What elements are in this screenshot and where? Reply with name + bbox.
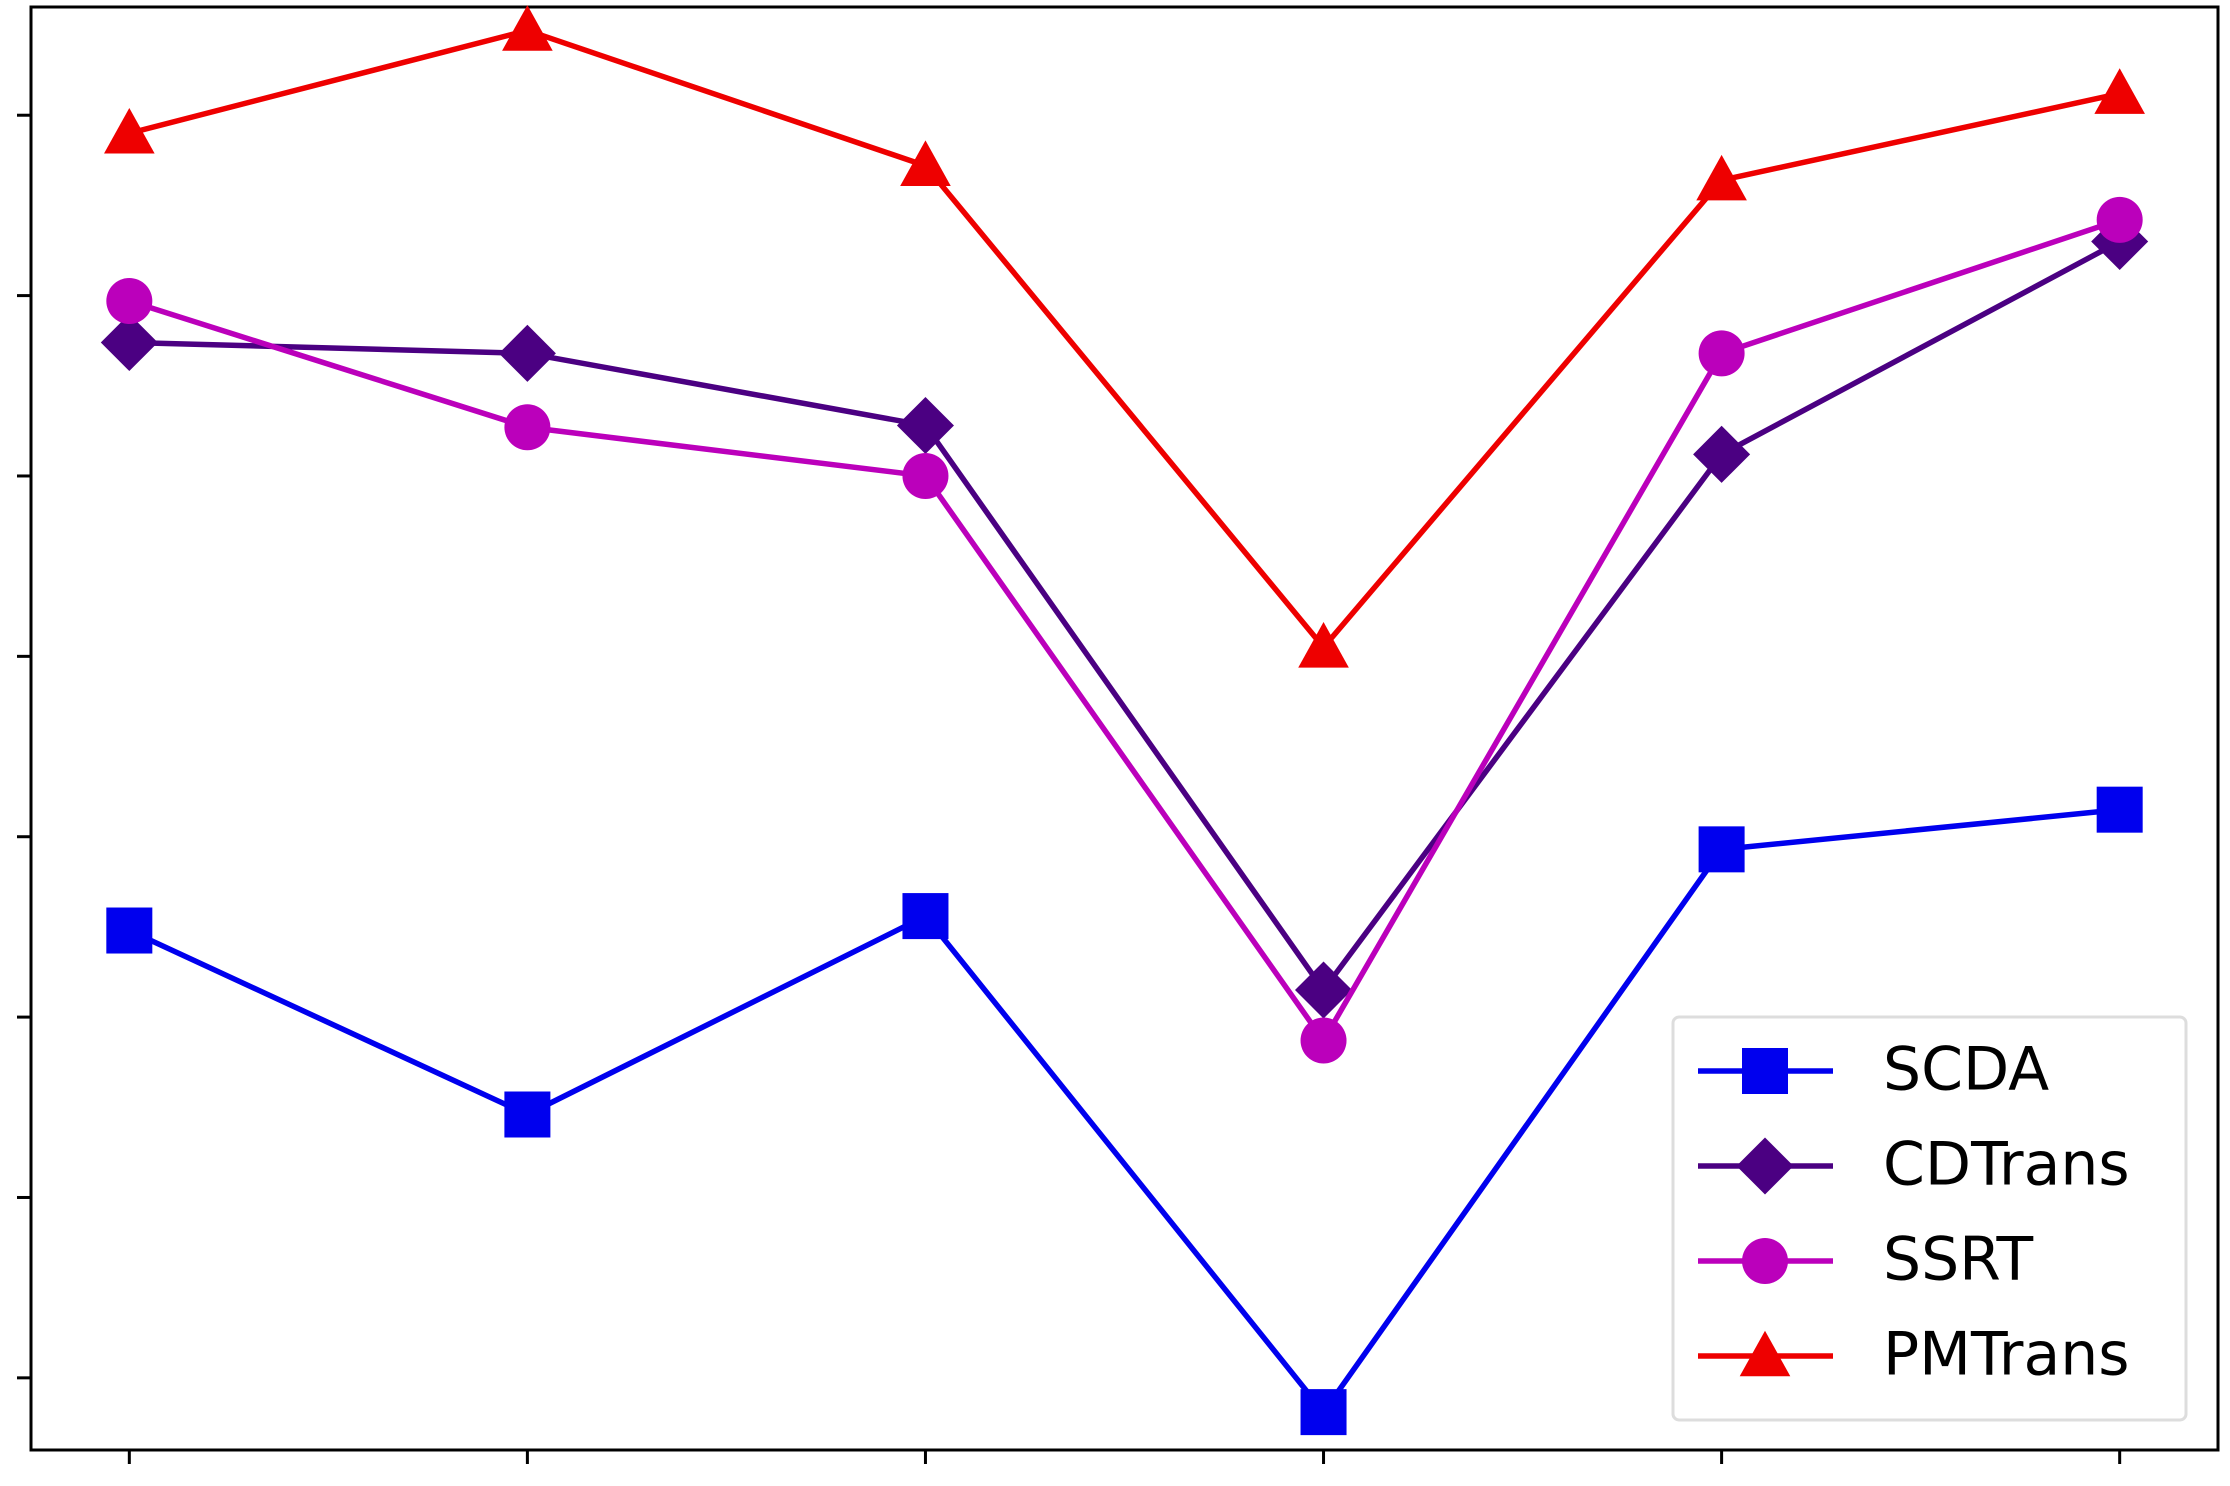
marker: [2096, 196, 2143, 243]
legend-marker: [1736, 1137, 1794, 1195]
marker: [104, 107, 155, 154]
marker: [1698, 826, 1745, 873]
marker: [1693, 425, 1751, 483]
marker: [2096, 786, 2143, 833]
legend-label: CDTrans: [1883, 1130, 2130, 1200]
marker: [902, 893, 949, 940]
axes-frame: [29, 5, 2220, 1452]
marker: [1698, 330, 1745, 377]
marker: [2094, 68, 2145, 114]
series-line: [129, 239, 2121, 993]
series-line: [128, 806, 2120, 1415]
marker: [106, 278, 153, 325]
marker: [1295, 961, 1353, 1019]
marker: [106, 907, 153, 954]
legend-label: PMTrans: [1883, 1320, 2130, 1390]
series-line: [128, 27, 2121, 651]
marker: [902, 452, 949, 499]
marker: [504, 404, 551, 451]
marker: [502, 5, 553, 51]
marker: [504, 1091, 551, 1138]
legend-label: SSRT: [1883, 1225, 2033, 1295]
marker: [498, 324, 556, 382]
marker: [1300, 1389, 1347, 1436]
legend-marker: [1739, 1330, 1791, 1377]
series-line: [128, 217, 2121, 1044]
legend-label: SCDA: [1883, 1035, 2049, 1105]
legend-marker: [1742, 1048, 1788, 1094]
marker: [100, 313, 158, 372]
legend-marker: [1742, 1238, 1788, 1284]
legend-box: [1671, 1015, 2188, 1422]
marker: [896, 396, 954, 454]
marker: [1300, 1017, 1347, 1064]
marker: [900, 140, 951, 186]
marker: [1298, 622, 1349, 668]
marker: [1696, 154, 1747, 201]
